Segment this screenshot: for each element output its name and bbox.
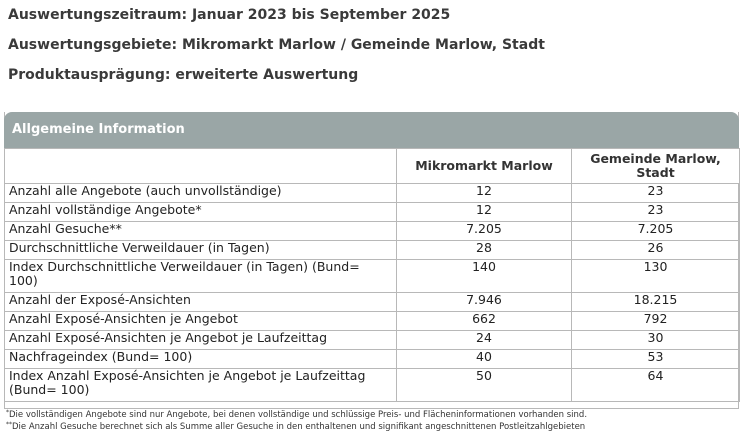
value-municipality: 130 [571, 259, 740, 293]
value-micromarket: 50 [396, 368, 572, 402]
value-micromarket: 7.946 [396, 292, 572, 312]
evaluation-period: Auswertungszeitraum: Januar 2023 bis Sep… [8, 7, 451, 23]
row-label: Durchschnittliche Verweildauer (in Tagen… [4, 240, 397, 260]
table-row: Anzahl Exposé-Ansichten je Angebot je La… [4, 330, 740, 350]
row-label: Anzahl Gesuche** [4, 221, 397, 241]
footnote-marker: * [6, 409, 9, 416]
table-row: Anzahl vollständige Angebote* 12 23 [4, 202, 740, 222]
value-micromarket: 12 [396, 202, 572, 222]
row-label: Anzahl Exposé-Ansichten je Angebot je La… [4, 330, 397, 350]
evaluation-regions: Auswertungsgebiete: Mikromarkt Marlow / … [8, 37, 545, 53]
row-label: Nachfrageindex (Bund= 100) [4, 349, 397, 369]
row-label: Anzahl der Exposé-Ansichten [4, 292, 397, 312]
footnote-text: Die vollständigen Angebote sind nur Ange… [9, 410, 588, 420]
table-row: Anzahl der Exposé-Ansichten 7.946 18.215 [4, 292, 740, 312]
row-label: Anzahl Exposé-Ansichten je Angebot [4, 311, 397, 331]
footnote-marker: ** [6, 421, 12, 428]
table-row: Anzahl alle Angebote (auch unvollständig… [4, 183, 740, 203]
value-municipality: 30 [571, 330, 740, 350]
value-micromarket: 28 [396, 240, 572, 260]
table-body: Anzahl alle Angebote (auch unvollständig… [4, 183, 740, 402]
footnote-text: Die Anzahl Gesuche berechnet sich als Su… [12, 422, 586, 432]
table-row: Index Durchschnittliche Verweildauer (in… [4, 259, 740, 293]
column-header-label [4, 148, 397, 184]
row-label: Index Durchschnittliche Verweildauer (in… [4, 259, 397, 293]
general-information-panel: Allgemeine Information Mikromarkt Marlow… [4, 112, 740, 409]
value-municipality: 18.215 [571, 292, 740, 312]
value-municipality: 53 [571, 349, 740, 369]
value-municipality: 7.205 [571, 221, 740, 241]
table-row: Index Anzahl Exposé-Ansichten je Angebot… [4, 368, 740, 402]
value-municipality: 26 [571, 240, 740, 260]
table-row: Anzahl Gesuche** 7.205 7.205 [4, 221, 740, 241]
general-information-table: Mikromarkt Marlow Gemeinde Marlow, Stadt… [4, 148, 740, 402]
value-municipality: 64 [571, 368, 740, 402]
column-header-micromarket: Mikromarkt Marlow [396, 148, 572, 184]
row-label: Anzahl alle Angebote (auch unvollständig… [4, 183, 397, 203]
table-row: Anzahl Exposé-Ansichten je Angebot 662 792 [4, 311, 740, 331]
table-row: Durchschnittliche Verweildauer (in Tagen… [4, 240, 740, 260]
value-micromarket: 12 [396, 183, 572, 203]
value-micromarket: 40 [396, 349, 572, 369]
value-municipality: 23 [571, 202, 740, 222]
value-micromarket: 140 [396, 259, 572, 293]
value-municipality: 792 [571, 311, 740, 331]
value-micromarket: 7.205 [396, 221, 572, 241]
footnote-requests: **Die Anzahl Gesuche berechnet sich als … [6, 421, 585, 432]
column-header-municipality: Gemeinde Marlow, Stadt [571, 148, 740, 184]
value-municipality: 23 [571, 183, 740, 203]
table-header-row: Mikromarkt Marlow Gemeinde Marlow, Stadt [4, 148, 740, 184]
product-variant: Produktausprägung: erweiterte Auswertung [8, 67, 359, 83]
row-label: Anzahl vollständige Angebote* [4, 202, 397, 222]
value-micromarket: 24 [396, 330, 572, 350]
panel-title: Allgemeine Information [4, 112, 739, 148]
footnote-complete-offers: *Die vollständigen Angebote sind nur Ang… [6, 409, 587, 420]
table-row: Nachfrageindex (Bund= 100) 40 53 [4, 349, 740, 369]
value-micromarket: 662 [396, 311, 572, 331]
row-label: Index Anzahl Exposé-Ansichten je Angebot… [4, 368, 397, 402]
